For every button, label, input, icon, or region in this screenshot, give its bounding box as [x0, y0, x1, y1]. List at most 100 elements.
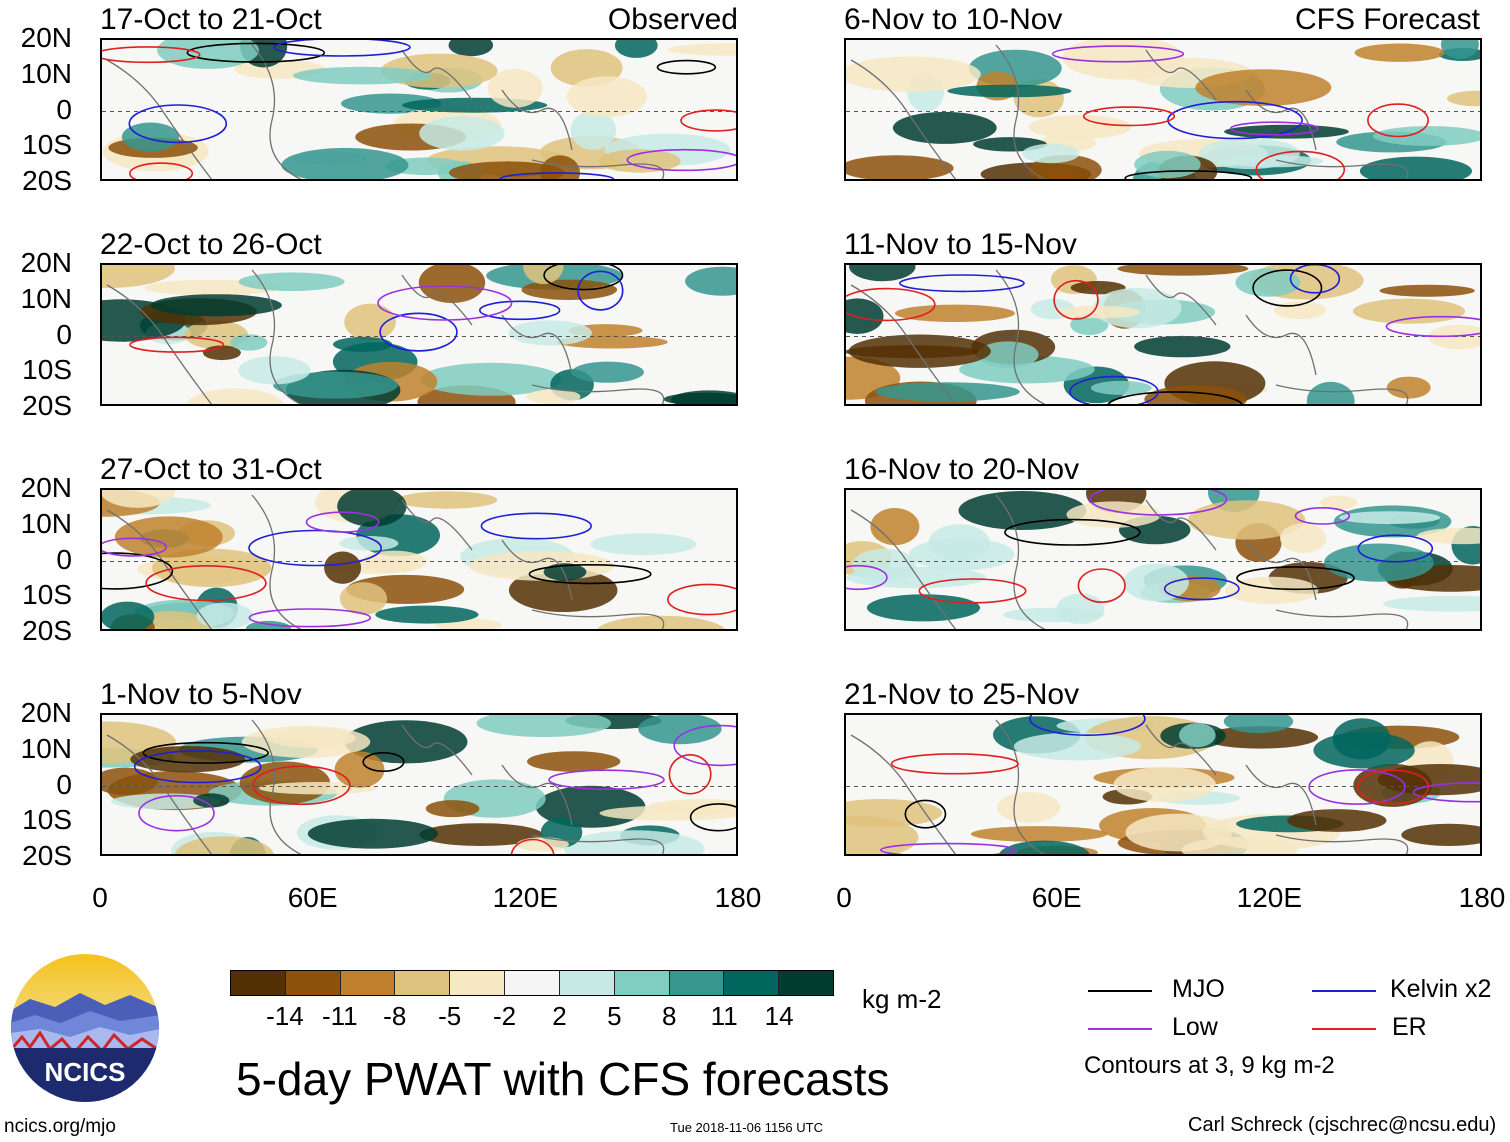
- anomaly-blob: [1320, 495, 1358, 510]
- contour-er: [129, 162, 194, 179]
- contour-mjo: [1252, 269, 1323, 307]
- anomaly-blob: [339, 582, 387, 615]
- legend-label-er: ER: [1392, 1013, 1427, 1041]
- colorbar-swatch: [505, 971, 560, 995]
- coastline: [850, 509, 957, 629]
- anomaly-blob: [564, 830, 705, 854]
- colorbar-units: kg m-2: [862, 984, 942, 1014]
- anomaly-blob: [1401, 823, 1480, 846]
- anomaly-blob: [1134, 335, 1231, 358]
- lat-label: 10N: [20, 732, 72, 764]
- anomaly-blob: [1057, 305, 1141, 319]
- contour-er: [667, 583, 736, 616]
- anomaly-blob: [307, 818, 438, 849]
- contour-low: [1089, 490, 1228, 516]
- anomaly-blob: [1134, 150, 1201, 179]
- contour-low: [102, 537, 168, 557]
- coastline: [106, 734, 213, 854]
- lat-label: 10N: [20, 507, 72, 539]
- anomaly-blob: [1235, 268, 1301, 297]
- lon-label: 180: [714, 882, 762, 913]
- map-panel: [844, 38, 1482, 181]
- contour-mjo: [102, 552, 174, 590]
- coastline: [1275, 609, 1409, 629]
- contour-kelvin-x2: [248, 529, 382, 567]
- lon-label: 0: [92, 882, 108, 913]
- coastline: [1245, 764, 1317, 826]
- contour-er: [918, 578, 1027, 604]
- anomaly-blob: [1352, 298, 1466, 324]
- pwat-anomaly-field: [102, 40, 736, 179]
- anomaly-blob: [1287, 809, 1387, 832]
- anomaly-blob: [894, 304, 1015, 322]
- anomaly-blob: [476, 715, 612, 737]
- panel-title: 11-Nov to 15-Nov: [844, 228, 1077, 261]
- lat-label: 10S: [22, 804, 72, 836]
- contour-low: [1294, 506, 1351, 525]
- contour-low: [248, 608, 372, 628]
- anomaly-blob: [685, 266, 736, 296]
- anomaly-blob: [1202, 726, 1319, 749]
- coastline: [1275, 834, 1409, 854]
- anomaly-blob: [196, 602, 253, 629]
- coastline: [251, 719, 302, 854]
- anomaly-blob: [293, 66, 432, 85]
- lat-label: 20S: [22, 840, 72, 871]
- anomaly-blob: [1070, 281, 1126, 295]
- lat-label: 0: [56, 318, 72, 350]
- map-panel: [100, 263, 738, 406]
- lat-label: 0: [56, 543, 72, 575]
- anomaly-blob: [419, 823, 543, 846]
- pwat-anomaly-field: [846, 490, 1480, 629]
- anomaly-blob: [1372, 126, 1480, 146]
- anomaly-blob: [375, 605, 479, 624]
- anomaly-blob: [638, 715, 722, 745]
- anomaly-blob: [590, 533, 697, 556]
- coastline: [1145, 274, 1217, 326]
- anomaly-blob: [333, 336, 393, 352]
- contour-low: [377, 285, 513, 321]
- colorbar-swatch: [559, 971, 615, 995]
- anomaly-blob: [487, 68, 543, 108]
- anomaly-blob: [523, 265, 564, 285]
- legend-line-kelvin: [1312, 990, 1376, 992]
- panel-title: 21-Nov to 25-Nov: [844, 678, 1080, 711]
- anomaly-blob: [397, 491, 498, 509]
- contour-kelvin-x2: [133, 750, 262, 784]
- anomaly-blob: [337, 490, 407, 527]
- colorbar-tick: 8: [662, 1001, 677, 1031]
- anomaly-blob: [1179, 723, 1216, 748]
- anomaly-blob: [892, 111, 997, 144]
- contour-kelvin-x2: [128, 104, 228, 144]
- lon-label: 0: [836, 882, 852, 913]
- pwat-anomaly-field: [846, 265, 1480, 404]
- contour-kelvin-x2: [479, 300, 561, 321]
- panel-title: 22-Oct to 26-Oct: [100, 228, 322, 261]
- anomaly-blob: [846, 56, 981, 92]
- legend-line-mjo: [1088, 990, 1152, 992]
- contour-er: [668, 753, 712, 795]
- coastline: [1245, 89, 1317, 151]
- anomaly-blob: [1313, 732, 1415, 769]
- anomaly-blob: [130, 746, 246, 773]
- lat-label: 20S: [22, 615, 72, 646]
- panel-title: 1-Nov to 5-Nov: [100, 678, 302, 711]
- colorbar-tick: -8: [383, 1001, 407, 1031]
- anomaly-blob: [649, 799, 736, 814]
- lat-label: 10S: [22, 129, 72, 161]
- lon-label: 120E: [492, 882, 559, 913]
- contour-er: [680, 109, 736, 132]
- lat-label: 20N: [20, 22, 72, 53]
- anomaly-blob: [102, 265, 175, 288]
- anomaly-blob: [1339, 511, 1441, 524]
- anomaly-blob: [1354, 43, 1445, 62]
- coastline: [531, 384, 665, 404]
- anomaly-blob: [1113, 766, 1216, 802]
- contour-kelvin-x2: [1029, 715, 1146, 736]
- colorbar-tick: -2: [492, 1001, 517, 1031]
- panel-title: 16-Nov to 20-Nov: [844, 453, 1080, 486]
- anomaly-blob: [344, 720, 468, 764]
- contour-low: [880, 842, 1016, 854]
- anomaly-blob: [1028, 115, 1132, 139]
- contour-mjo: [1124, 170, 1253, 179]
